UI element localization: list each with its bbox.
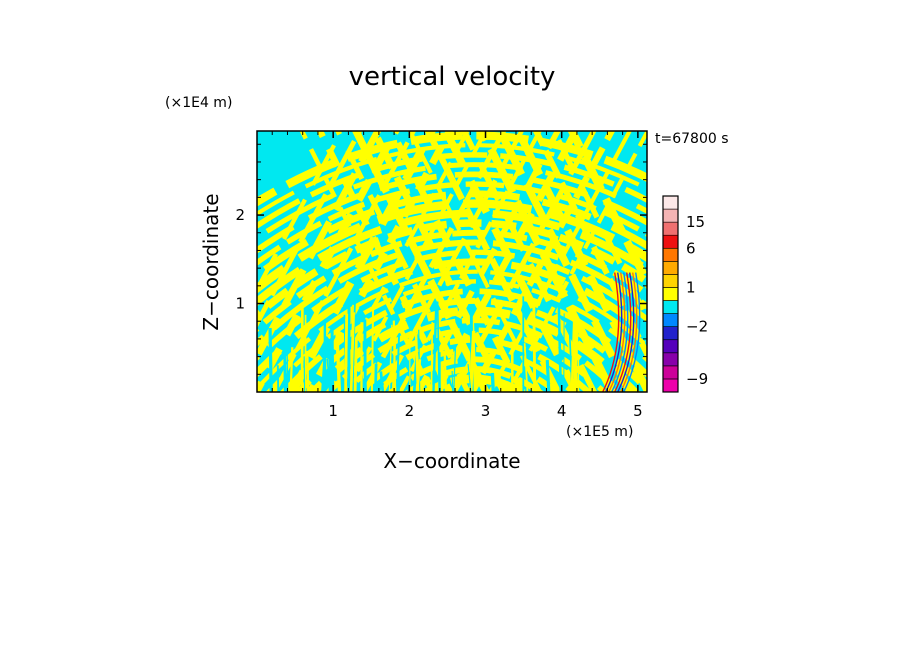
streak (287, 341, 288, 392)
colorbar-label: 15 (686, 213, 705, 231)
x-unit-label: (×1E5 m) (566, 424, 633, 440)
colorbar-label: 1 (686, 278, 696, 296)
streak (270, 328, 271, 392)
streak (442, 367, 443, 392)
colorbar-segment (663, 314, 678, 327)
colorbar-segment (663, 366, 678, 379)
colorbar-segment (663, 353, 678, 366)
y-tick-label: 1 (235, 295, 245, 313)
streak (355, 338, 356, 392)
chart-title: vertical velocity (349, 62, 556, 92)
x-tick-label: 1 (328, 402, 338, 420)
x-axis-label: X−coordinate (383, 449, 520, 473)
x-tick-label: 5 (633, 402, 643, 420)
streak (375, 364, 376, 392)
streak (284, 339, 285, 392)
time-label: t=67800 s (655, 131, 729, 147)
colorbar-segment (663, 261, 678, 274)
colorbar-segment (663, 274, 678, 287)
y-tick-label: 2 (235, 206, 245, 224)
streak (452, 371, 453, 392)
colorbar-segment (663, 287, 678, 300)
colorbar-label: 6 (686, 239, 696, 257)
streak (492, 373, 493, 392)
y-axis-label: Z−coordinate (199, 193, 223, 330)
colorbar-label: −9 (686, 370, 708, 388)
colorbar-segment (663, 327, 678, 340)
x-tick-label: 4 (557, 402, 567, 420)
streak (547, 360, 548, 392)
y-unit-label: (×1E4 m) (165, 95, 232, 111)
streak (431, 322, 432, 392)
streak (346, 314, 347, 392)
colorbar-segment (663, 301, 678, 314)
colorbar-segment (663, 196, 678, 209)
streak (307, 351, 308, 392)
colorbar-label: −2 (686, 318, 708, 336)
colorbar-segment (663, 340, 678, 353)
x-tick-label: 3 (481, 402, 491, 420)
streak (575, 364, 577, 392)
streak (445, 352, 446, 392)
colorbar-segment (663, 379, 678, 392)
colorbar-segment (663, 222, 678, 235)
colorbar: 15 6 1 −2 −9 (663, 196, 708, 392)
streak (372, 305, 373, 392)
colorbar-segment (663, 235, 678, 248)
x-tick-label: 2 (405, 402, 415, 420)
colorbar-segment (663, 248, 678, 261)
colorbar-segment (663, 209, 678, 222)
